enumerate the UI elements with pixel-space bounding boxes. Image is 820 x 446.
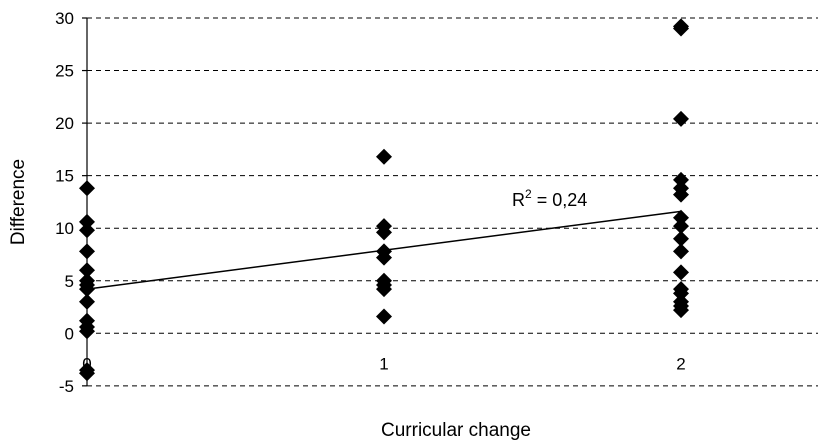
r-squared-superscript: 2 (525, 187, 532, 201)
y-tick-label: 0 (65, 324, 74, 343)
data-point (376, 281, 392, 298)
y-tick-labels: -5 0 5 10 15 20 25 30 (55, 9, 74, 396)
data-point (79, 281, 95, 298)
gridlines (82, 17, 818, 387)
r-squared-value: = 0,24 (532, 190, 588, 210)
y-tick-label: 10 (55, 219, 74, 238)
y-tick-label: 15 (55, 167, 74, 186)
y-tick-label: 25 (55, 62, 74, 81)
data-point (673, 218, 689, 235)
data-point (673, 20, 689, 37)
y-tick-label: -5 (59, 377, 74, 396)
y-tick-label: 5 (65, 272, 74, 291)
data-point (376, 308, 392, 325)
data-point (673, 209, 689, 226)
data-point (79, 262, 95, 279)
data-point (79, 293, 95, 310)
data-point (79, 243, 95, 260)
x-axis-title: Curricular change (381, 420, 531, 441)
y-tick-label: 30 (55, 9, 74, 28)
data-point (673, 285, 689, 302)
data-point (376, 148, 392, 165)
y-axis-title: Difference (8, 159, 29, 245)
x-tick-label: 1 (379, 354, 388, 373)
data-point (673, 230, 689, 247)
data-point (376, 224, 392, 241)
y-tick-label: 20 (55, 114, 74, 133)
x-tick-labels: 012 (82, 354, 685, 373)
r-squared-symbol: R (512, 190, 525, 210)
data-point (79, 323, 95, 340)
data-points (79, 18, 689, 382)
data-point (673, 110, 689, 127)
data-point (673, 243, 689, 260)
data-point (79, 365, 95, 382)
data-point (79, 180, 95, 197)
data-point (673, 186, 689, 203)
data-point (79, 213, 95, 230)
data-point (673, 302, 689, 319)
data-point (673, 171, 689, 188)
data-point (79, 222, 95, 239)
x-tick-label: 2 (676, 354, 685, 373)
data-point (376, 249, 392, 266)
data-point (673, 264, 689, 281)
r-squared-annotation: R2 = 0,24 (512, 187, 587, 210)
